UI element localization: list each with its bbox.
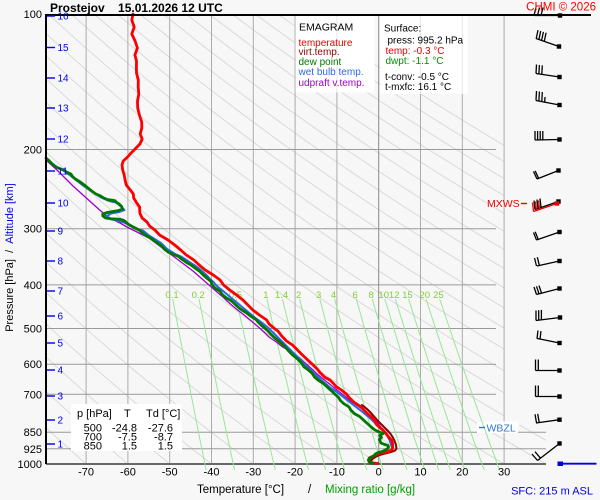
svg-text:16: 16 [58, 12, 70, 23]
svg-text:-40: -40 [204, 467, 220, 479]
svg-text:wet bulb temp.: wet bulb temp. [298, 67, 364, 78]
svg-text:-60: -60 [120, 467, 136, 479]
svg-text:700: 700 [84, 432, 102, 444]
svg-text:press: 995.2 hPa: press: 995.2 hPa [388, 36, 464, 47]
svg-text:5: 5 [58, 339, 64, 350]
svg-text:12: 12 [389, 290, 400, 301]
svg-text:CHMI © 2026: CHMI © 2026 [526, 2, 596, 14]
svg-text:2: 2 [296, 290, 301, 301]
svg-text:8: 8 [58, 257, 64, 268]
svg-text:SFC: 215 m ASL: SFC: 215 m ASL [511, 486, 593, 498]
svg-text:10: 10 [414, 467, 426, 479]
svg-text:300: 300 [24, 224, 42, 236]
svg-text:10: 10 [378, 290, 389, 301]
svg-text:13: 13 [58, 104, 70, 115]
svg-text:14: 14 [58, 74, 70, 85]
svg-text:-50: -50 [162, 467, 178, 479]
svg-text:-8.7: -8.7 [154, 432, 173, 444]
svg-text:8: 8 [368, 290, 373, 301]
svg-text:2: 2 [58, 416, 64, 427]
svg-text:3: 3 [58, 392, 64, 403]
svg-text:400: 400 [24, 280, 42, 292]
svg-text:1: 1 [263, 290, 268, 301]
svg-text:temperature: temperature [299, 38, 353, 49]
svg-text:Td [°C]: Td [°C] [146, 408, 180, 420]
svg-text:-24.8: -24.8 [112, 423, 137, 435]
svg-text:dwpt: -1.1 °C: dwpt: -1.1 °C [386, 56, 444, 67]
svg-text:0.2: 0.2 [192, 290, 205, 301]
svg-text:12: 12 [58, 135, 70, 146]
svg-text:6: 6 [58, 312, 64, 323]
svg-text:850: 850 [24, 427, 42, 439]
svg-text:1.4: 1.4 [275, 290, 288, 301]
svg-text:/: / [308, 484, 312, 496]
svg-text:Prostejov 15.01.2026 12 UTC: Prostejov 15.01.2026 12 UTC [50, 1, 223, 15]
svg-text:200: 200 [24, 145, 42, 157]
svg-text:udpraft v.temp.: udpraft v.temp. [299, 78, 365, 89]
svg-text:Temperature [°C]: Temperature [°C] [197, 484, 284, 496]
svg-text:700: 700 [24, 389, 42, 401]
svg-text:EMAGRAM: EMAGRAM [299, 22, 353, 34]
svg-text:-7.5: -7.5 [118, 432, 137, 444]
svg-text:3: 3 [316, 290, 321, 301]
svg-text:30: 30 [498, 467, 510, 479]
svg-text:6: 6 [353, 290, 358, 301]
svg-text:15: 15 [402, 290, 413, 301]
svg-text:1.5: 1.5 [122, 441, 137, 453]
svg-text:500: 500 [84, 423, 102, 435]
svg-text:-27.6: -27.6 [148, 423, 173, 435]
svg-text:-30: -30 [245, 467, 261, 479]
svg-text:-70: -70 [78, 467, 94, 479]
svg-text:25: 25 [433, 290, 444, 301]
svg-text:9: 9 [58, 227, 64, 238]
svg-text:7: 7 [58, 287, 64, 298]
svg-text:-20: -20 [287, 467, 303, 479]
svg-text:virt.temp.: virt.temp. [299, 47, 340, 58]
svg-text:4: 4 [331, 290, 336, 301]
svg-text:Surface:: Surface: [384, 24, 421, 35]
svg-text:1.5: 1.5 [158, 441, 173, 453]
svg-text:Mixing ratio [g/kg]: Mixing ratio [g/kg] [325, 484, 415, 496]
svg-text:0: 0 [376, 467, 382, 479]
svg-text:temp: -0.3 °C: temp: -0.3 °C [386, 46, 445, 57]
svg-text:WBZL: WBZL [487, 423, 516, 435]
svg-text:dew point: dew point [299, 57, 342, 68]
svg-text:Pressure [hPa] / Altitude [k: Pressure [hPa] / Altitude [km] [4, 183, 16, 332]
svg-text:MXWS: MXWS [487, 198, 520, 210]
svg-text:1: 1 [58, 440, 64, 451]
svg-text:p [hPa]: p [hPa] [77, 408, 112, 420]
svg-text:850: 850 [84, 441, 102, 453]
svg-text:t-mxfc: 16.1 °C: t-mxfc: 16.1 °C [385, 82, 451, 93]
svg-text:4: 4 [58, 366, 64, 377]
svg-text:600: 600 [24, 359, 42, 371]
svg-text:20: 20 [456, 467, 468, 479]
svg-text:0.1: 0.1 [165, 290, 178, 301]
svg-text:T: T [124, 408, 131, 420]
svg-text:925: 925 [24, 444, 42, 456]
svg-text:500: 500 [24, 324, 42, 336]
svg-text:11: 11 [58, 167, 69, 178]
svg-text:-10: -10 [329, 467, 345, 479]
svg-text:10: 10 [58, 199, 70, 210]
svg-text:t-conv: -0.5 °C: t-conv: -0.5 °C [385, 72, 449, 83]
svg-text:1000: 1000 [18, 459, 42, 471]
svg-text:20: 20 [419, 290, 430, 301]
svg-text:15: 15 [58, 43, 70, 54]
svg-text:100: 100 [24, 9, 42, 21]
